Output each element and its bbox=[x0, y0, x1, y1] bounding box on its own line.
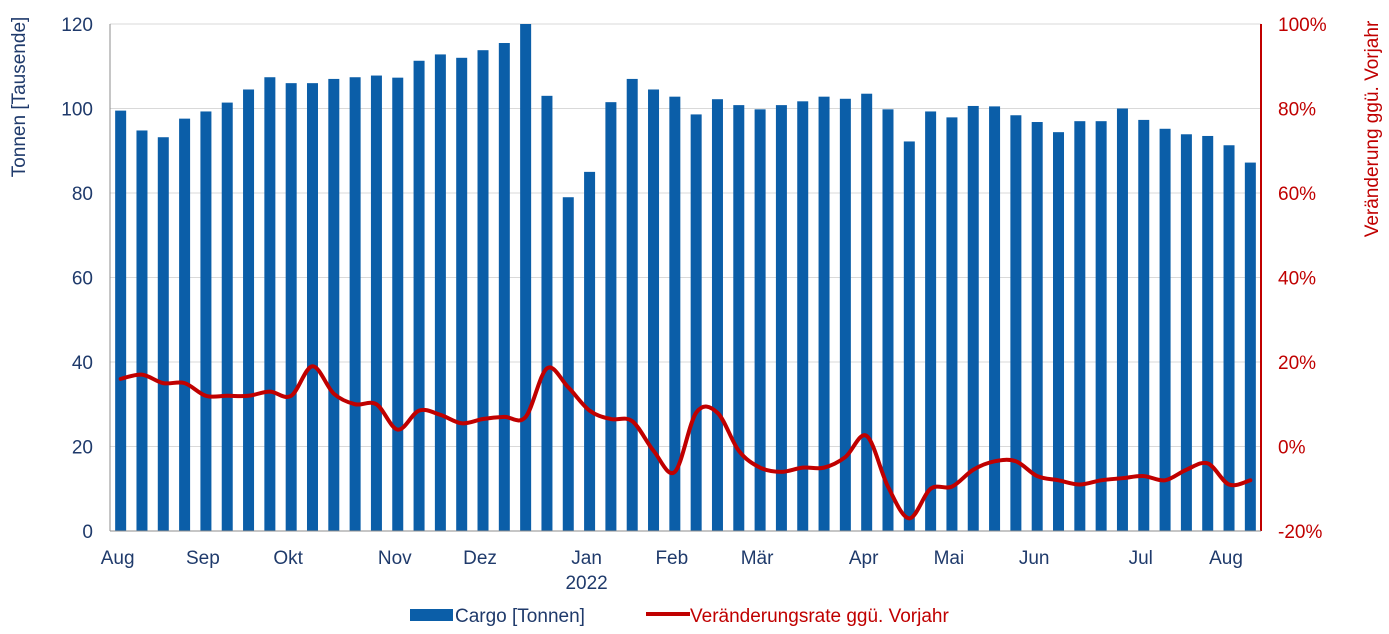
y-right-tick-label: 40% bbox=[1278, 269, 1316, 290]
x-axis-ticks: Aug Sep Okt Nov Dez Jan Feb Mär Apr Mai Jun Jul Aug 2… bbox=[101, 548, 1243, 594]
y-right-tick-label: 60% bbox=[1278, 184, 1316, 205]
bar bbox=[1031, 122, 1043, 532]
bar bbox=[115, 110, 127, 532]
y-left-tick-label: 40 bbox=[72, 353, 93, 374]
bar bbox=[221, 102, 233, 532]
y-axis-left-ticks: 0 20 40 60 80 100 120 bbox=[61, 15, 93, 543]
bar bbox=[477, 50, 489, 531]
bar bbox=[1223, 145, 1235, 531]
bar bbox=[605, 102, 617, 531]
legend-swatch-bar bbox=[410, 609, 453, 621]
bar bbox=[754, 109, 766, 531]
bar bbox=[797, 101, 809, 531]
x-month-label: Dez bbox=[463, 548, 497, 569]
x-month-label: Sep bbox=[186, 548, 220, 569]
legend-label-bar: Cargo [Tonnen] bbox=[455, 606, 585, 627]
y-left-tick-label: 120 bbox=[61, 15, 93, 36]
bar bbox=[328, 78, 340, 532]
bar bbox=[1159, 128, 1171, 531]
bar bbox=[179, 118, 191, 531]
x-month-label: Apr bbox=[849, 548, 879, 569]
bar bbox=[434, 54, 446, 532]
y-left-tick-label: 20 bbox=[72, 438, 93, 459]
bar bbox=[818, 96, 830, 532]
bar bbox=[520, 24, 532, 531]
bar bbox=[456, 57, 468, 532]
bar bbox=[1053, 132, 1065, 531]
bar bbox=[903, 141, 915, 531]
y-right-tick-label: 20% bbox=[1278, 353, 1316, 374]
line-series-change-rate bbox=[118, 364, 1253, 521]
bar bbox=[967, 105, 979, 531]
bar bbox=[839, 98, 851, 531]
y-axis-right-title: Veränderung ggü. Vorjahr bbox=[1362, 20, 1383, 237]
x-month-label: Okt bbox=[273, 548, 303, 569]
bar bbox=[946, 117, 958, 531]
y-left-tick-label: 60 bbox=[72, 269, 93, 290]
bar bbox=[584, 171, 596, 531]
x-month-label: Jan bbox=[571, 548, 602, 569]
x-month-label: Jun bbox=[1019, 548, 1050, 569]
y-right-tick-label: 80% bbox=[1278, 100, 1316, 121]
bar bbox=[733, 105, 745, 532]
bar bbox=[1095, 121, 1107, 532]
y-right-tick-label: -20% bbox=[1278, 522, 1322, 543]
bar bbox=[562, 197, 574, 531]
x-month-label: Nov bbox=[378, 548, 412, 569]
bar bbox=[136, 130, 148, 531]
bar bbox=[882, 109, 894, 531]
bar bbox=[498, 43, 510, 531]
bar bbox=[711, 99, 723, 531]
gridlines bbox=[110, 23, 1261, 447]
legend: Cargo [Tonnen] Veränderungsrate ggü. Vor… bbox=[410, 606, 949, 627]
bar bbox=[1138, 119, 1150, 531]
bar bbox=[1244, 162, 1256, 531]
bar bbox=[1202, 135, 1214, 531]
bar bbox=[1010, 115, 1022, 531]
bar bbox=[264, 77, 276, 532]
bar bbox=[861, 93, 873, 532]
bar bbox=[775, 105, 787, 532]
bar bbox=[157, 137, 169, 532]
x-month-label: Mär bbox=[741, 548, 774, 569]
bar bbox=[243, 89, 255, 532]
x-month-label: Aug bbox=[101, 548, 135, 569]
y-right-tick-label: 0% bbox=[1278, 438, 1306, 459]
x-year-label: 2022 bbox=[565, 573, 607, 594]
bar bbox=[669, 96, 681, 532]
y-axis-left-title: Tonnen [Tausende] bbox=[9, 17, 30, 178]
bar bbox=[1116, 108, 1128, 531]
y-left-tick-label: 0 bbox=[82, 522, 93, 543]
bar bbox=[306, 83, 318, 532]
bar bbox=[1180, 134, 1192, 531]
bar bbox=[690, 114, 702, 531]
bar bbox=[285, 83, 297, 532]
x-month-label: Jul bbox=[1129, 548, 1153, 569]
bar bbox=[989, 106, 1001, 531]
bar-series-cargo bbox=[115, 24, 1256, 532]
bar bbox=[413, 60, 425, 531]
y-left-tick-label: 100 bbox=[61, 100, 93, 121]
bar bbox=[1074, 121, 1086, 532]
x-month-label: Aug bbox=[1209, 548, 1243, 569]
bar bbox=[370, 75, 382, 532]
bar bbox=[200, 111, 212, 532]
bar bbox=[648, 89, 660, 532]
y-left-tick-label: 80 bbox=[72, 184, 93, 205]
legend-label-line: Veränderungsrate ggü. Vorjahr bbox=[690, 606, 949, 627]
x-month-label: Feb bbox=[655, 548, 688, 569]
x-month-label: Mai bbox=[934, 548, 965, 569]
y-right-tick-label: 100% bbox=[1278, 15, 1327, 36]
bar bbox=[925, 111, 937, 532]
bar bbox=[349, 77, 361, 532]
y-axis-right-ticks: -20% 0% 20% 40% 60% 80% 100% bbox=[1278, 15, 1327, 543]
bar bbox=[541, 95, 553, 531]
bar bbox=[392, 77, 404, 531]
bar bbox=[626, 78, 638, 532]
